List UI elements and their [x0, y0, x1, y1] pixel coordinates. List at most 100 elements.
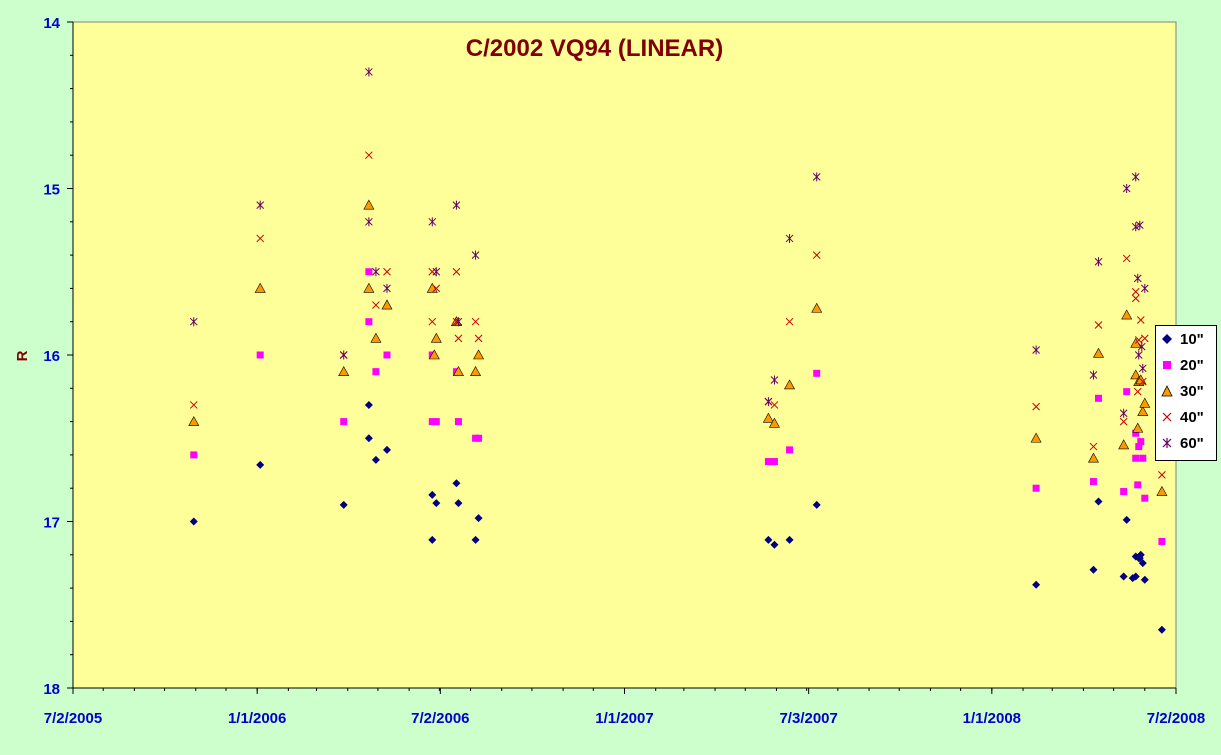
x-mark-icon	[1162, 412, 1172, 422]
y-tick-label: 17	[43, 515, 60, 532]
legend: 10" 20" 30" 40" 60"	[1155, 325, 1217, 461]
data-point-diamond	[452, 479, 461, 488]
data-point-square	[770, 458, 778, 466]
data-point-x	[432, 284, 441, 293]
data-point-star	[1032, 345, 1040, 355]
data-point-diamond	[364, 400, 373, 409]
data-point-x	[372, 301, 380, 309]
data-point-diamond	[1032, 580, 1041, 589]
data-point-square	[428, 418, 436, 426]
data-point-diamond	[1138, 559, 1147, 568]
data-point-star	[1137, 342, 1146, 352]
data-point-square	[365, 268, 373, 276]
data-point-x	[1158, 471, 1166, 479]
y-axis: 14 15 16 17 18	[43, 15, 74, 698]
data-point-triangle	[1130, 369, 1142, 380]
data-point-square	[432, 418, 440, 426]
data-point-star	[1134, 350, 1143, 360]
data-point-x	[256, 234, 265, 243]
plot-area	[72, 21, 1177, 689]
data-point-star	[785, 233, 794, 243]
data-point-x	[1122, 254, 1131, 263]
data-point-star	[1119, 408, 1128, 418]
data-point-star	[1089, 370, 1098, 380]
x-tick-label: 1/1/2007	[595, 710, 653, 727]
x-tick-label: 7/3/2007	[779, 710, 837, 727]
triangle-icon	[1161, 385, 1173, 397]
data-point-x	[1140, 334, 1149, 343]
data-point-triangle	[811, 302, 823, 313]
data-point-x	[189, 401, 198, 409]
data-point-diamond	[1140, 575, 1149, 584]
data-point-square	[1139, 454, 1147, 462]
data-point-x	[471, 317, 480, 326]
data-point-diamond	[812, 500, 821, 509]
data-point-star	[372, 267, 380, 277]
data-point-triangle	[254, 282, 266, 293]
data-point-triangle	[1092, 347, 1105, 358]
data-point-x	[1136, 316, 1145, 324]
square-icon	[1163, 361, 1171, 369]
data-point-square	[1123, 388, 1131, 396]
data-point-diamond	[189, 517, 198, 526]
data-point-x	[770, 401, 779, 409]
data-point-diamond	[364, 434, 373, 443]
data-point-triangle	[1137, 405, 1149, 416]
data-point-diamond	[371, 455, 380, 464]
data-point-x	[1094, 321, 1103, 329]
data-point-diamond	[1122, 515, 1131, 524]
data-point-star	[454, 317, 463, 327]
y-tick-label: 14	[43, 15, 60, 32]
data-point-diamond	[1128, 574, 1137, 583]
data-point-diamond	[1119, 572, 1128, 581]
data-point-triangle	[762, 412, 774, 423]
data-point-diamond	[764, 535, 773, 544]
legend-item-10: 10"	[1160, 328, 1204, 350]
data-point-x	[1119, 417, 1128, 426]
data-point-triangle	[1156, 485, 1168, 496]
data-point-square	[1132, 454, 1140, 462]
legend-label-60: 60"	[1180, 434, 1204, 452]
data-point-square	[1134, 481, 1142, 489]
data-point-x	[785, 317, 794, 326]
legend-item-40: 40"	[1160, 406, 1204, 428]
y-axis-label: R	[14, 350, 31, 361]
data-point-star	[428, 217, 437, 227]
data-point-diamond	[785, 535, 794, 544]
data-point-diamond	[382, 445, 391, 454]
data-point-square	[383, 351, 391, 359]
x-tick-label: 1/1/2008	[963, 710, 1021, 727]
data-point-x	[1131, 287, 1140, 296]
data-point-square	[813, 369, 821, 377]
data-point-square	[365, 318, 373, 326]
data-point-star	[764, 397, 773, 407]
data-point-star	[812, 172, 821, 182]
chart-title: C/2002 VQ94 (LINEAR)	[466, 35, 723, 62]
data-point-triangle	[188, 415, 200, 426]
legend-label-10: 10"	[1180, 330, 1204, 348]
data-point-x	[383, 267, 391, 276]
data-point-x	[1089, 442, 1098, 451]
legend-label-40: 40"	[1180, 408, 1204, 426]
data-point-triangle	[784, 379, 796, 390]
data-point-x	[452, 267, 461, 276]
data-point-square	[475, 434, 483, 442]
data-point-star	[189, 317, 198, 327]
data-point-triangle	[370, 332, 382, 343]
data-point-star	[770, 375, 779, 385]
data-point-square	[454, 418, 462, 426]
data-point-triangle	[1121, 309, 1133, 320]
data-point-diamond	[339, 500, 348, 509]
y-tick-label: 15	[43, 182, 60, 199]
data-point-square	[190, 451, 198, 459]
data-point-triangle	[381, 299, 393, 310]
data-point-star	[1140, 283, 1149, 293]
y-tick-label: 16	[43, 348, 60, 365]
legend-label-20: 20"	[1180, 356, 1204, 374]
data-point-square	[1095, 394, 1103, 402]
series-square	[190, 268, 1166, 545]
x-axis: 7/2/2005 1/1/2006 7/2/2006 1/1/2007 7/3/2007…	[44, 687, 1205, 727]
series-star	[189, 67, 1166, 453]
